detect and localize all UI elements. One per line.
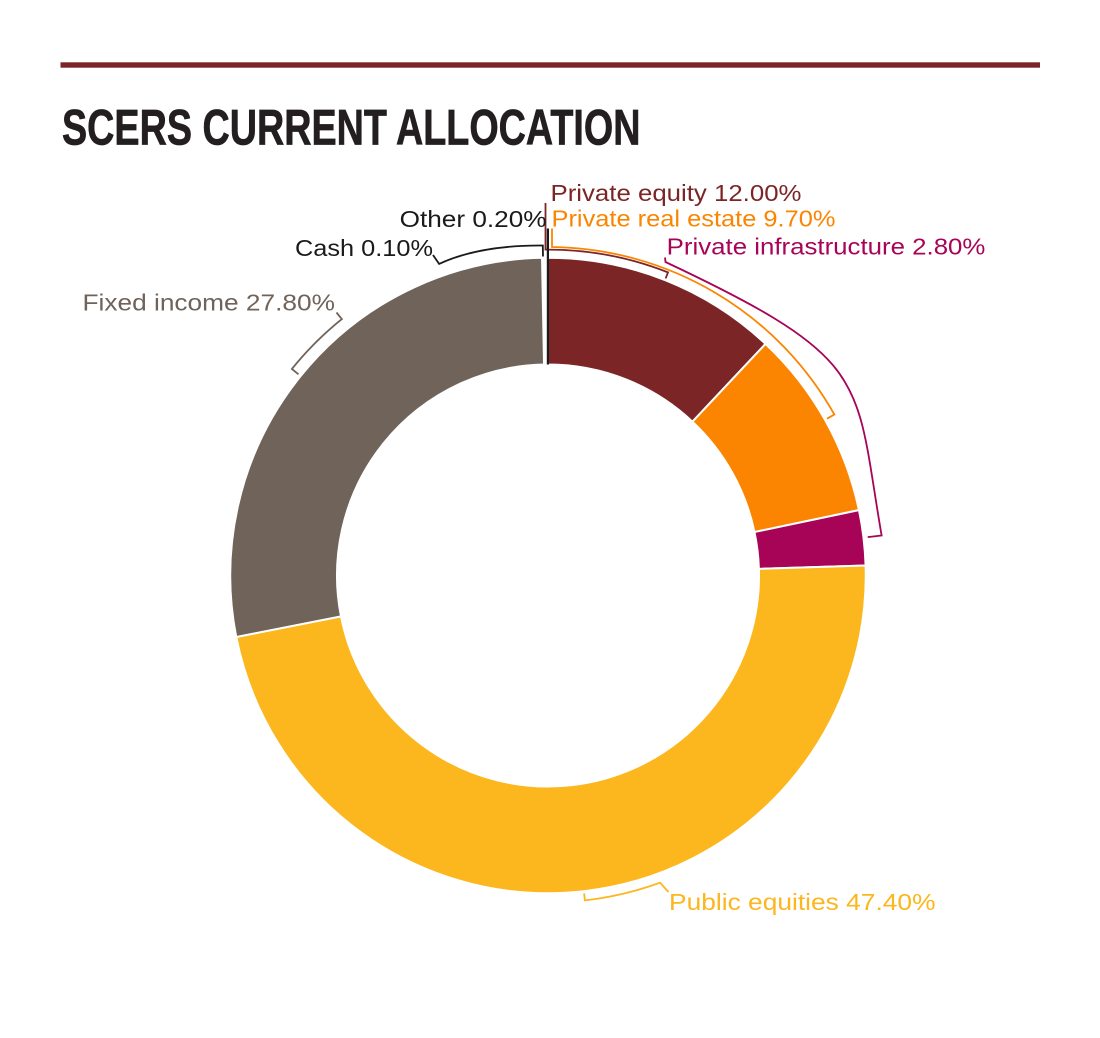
svg-text:Private infrastructure 2.80%: Private infrastructure 2.80%	[667, 234, 986, 260]
svg-text:Cash 0.10%: Cash 0.10%	[295, 235, 433, 261]
svg-text:Private equity 12.00%: Private equity 12.00%	[551, 180, 802, 206]
svg-text:Public equities 47.40%: Public equities 47.40%	[669, 889, 936, 915]
svg-text:Fixed income 27.80%: Fixed income 27.80%	[83, 290, 336, 316]
svg-text:Private real estate 9.70%: Private real estate 9.70%	[552, 205, 836, 231]
svg-text:Other 0.20%: Other 0.20%	[400, 206, 547, 232]
svg-text:SCERS CURRENT ALLOCATION: SCERS CURRENT ALLOCATION	[62, 100, 641, 156]
